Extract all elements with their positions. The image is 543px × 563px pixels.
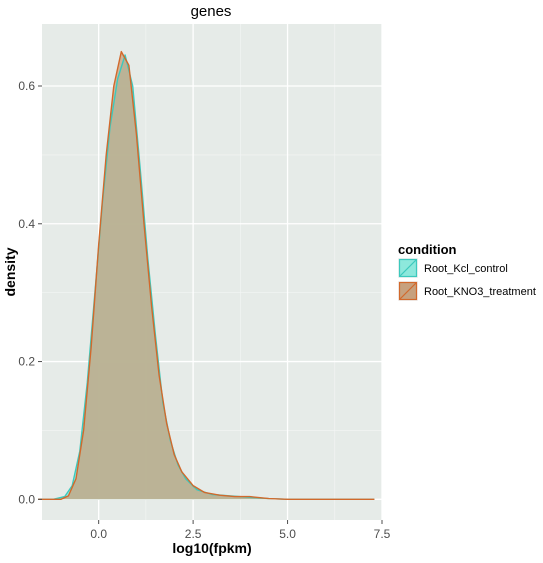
x-tick-label: 5.0 xyxy=(279,527,296,541)
density-areas xyxy=(38,50,375,500)
x-tick-label: 2.5 xyxy=(185,527,202,541)
legend-swatch-line xyxy=(399,259,417,277)
x-tick-label: 7.5 xyxy=(374,527,391,541)
x-axis-label: log10(fpkm) xyxy=(172,540,251,556)
legend: condition Root_Kcl_control Root_KNO3_trea… xyxy=(398,242,536,301)
density-line-2 xyxy=(38,50,375,500)
x-tick-label: 0.0 xyxy=(90,527,107,541)
y-tick-label: 0.6 xyxy=(18,79,35,93)
legend-label-2: Root_KNO3_treatment xyxy=(424,286,536,298)
x-axis-ticks: 0.0 2.5 5.0 7.5 xyxy=(90,520,391,541)
legend-label-1: Root_Kcl_control xyxy=(424,263,508,275)
chart-title: genes xyxy=(191,3,232,20)
y-tick-label: 0.2 xyxy=(18,355,35,369)
y-axis-label: density xyxy=(2,247,18,296)
legend-title: condition xyxy=(398,242,457,257)
y-axis-ticks: 0.0 0.2 0.4 0.6 xyxy=(18,79,42,506)
density-area-2 xyxy=(38,51,375,500)
y-tick-label: 0.4 xyxy=(18,217,35,231)
legend-swatch-line xyxy=(399,282,417,300)
y-tick-label: 0.0 xyxy=(18,492,35,506)
